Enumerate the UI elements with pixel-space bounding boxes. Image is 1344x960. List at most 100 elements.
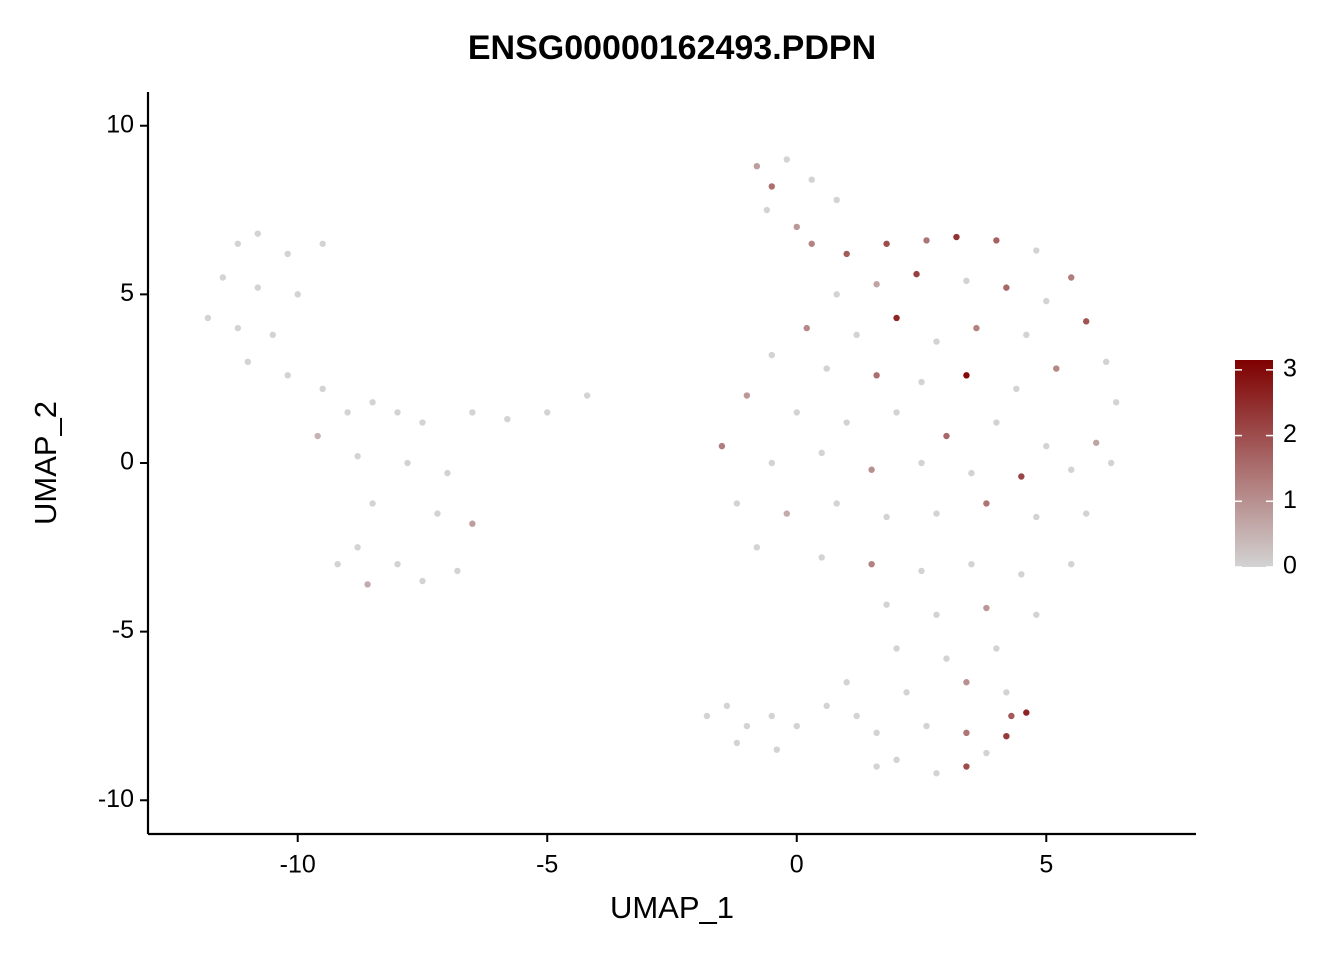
point xyxy=(993,237,1000,244)
point xyxy=(314,432,321,440)
point xyxy=(319,385,326,392)
point xyxy=(394,560,401,568)
point xyxy=(469,409,476,416)
point xyxy=(893,645,900,652)
point xyxy=(733,500,741,507)
point xyxy=(1092,439,1100,446)
point xyxy=(843,679,850,686)
point xyxy=(753,163,761,170)
point xyxy=(1023,709,1030,716)
point xyxy=(753,544,761,551)
colorbar-label: 3 xyxy=(1283,354,1297,382)
point xyxy=(853,712,860,720)
point xyxy=(1018,571,1025,578)
point xyxy=(943,432,950,440)
point xyxy=(763,206,771,214)
point xyxy=(873,763,880,770)
point xyxy=(1013,385,1020,392)
point xyxy=(254,230,261,237)
point xyxy=(1003,689,1010,696)
y-tick-label: 5 xyxy=(120,279,134,307)
point xyxy=(703,712,711,720)
chart-title: ENSG00000162493.PDPN xyxy=(468,29,876,67)
point xyxy=(1068,274,1075,281)
point xyxy=(893,409,900,416)
point xyxy=(284,250,291,258)
point xyxy=(793,223,800,231)
point xyxy=(993,645,1000,652)
x-axis-title: UMAP_1 xyxy=(610,890,734,925)
point xyxy=(823,702,830,710)
colorbar-label: 0 xyxy=(1283,552,1297,580)
point xyxy=(269,331,276,339)
y-tick-label: -5 xyxy=(112,616,134,644)
point xyxy=(963,729,970,737)
point xyxy=(219,274,227,281)
point xyxy=(1033,247,1040,254)
point xyxy=(983,500,990,507)
point xyxy=(1043,297,1050,305)
point xyxy=(743,392,751,399)
point xyxy=(933,338,940,345)
point xyxy=(768,712,776,720)
point xyxy=(823,365,830,372)
point xyxy=(294,291,301,298)
point xyxy=(868,466,875,473)
point xyxy=(893,314,900,322)
point xyxy=(1023,331,1030,339)
point xyxy=(733,739,741,747)
x-tick-label: -10 xyxy=(280,851,316,879)
point xyxy=(1112,399,1120,406)
y-tick-label: -10 xyxy=(98,785,134,813)
point xyxy=(469,520,476,527)
point xyxy=(583,392,591,399)
point xyxy=(1053,365,1060,372)
point xyxy=(768,183,776,190)
point xyxy=(968,560,975,568)
point xyxy=(983,749,990,757)
point xyxy=(833,500,840,507)
point xyxy=(1008,712,1015,720)
point xyxy=(234,324,242,332)
point xyxy=(883,240,890,247)
point xyxy=(968,469,975,477)
point xyxy=(918,378,925,386)
point xyxy=(419,419,426,426)
point xyxy=(933,611,940,618)
point xyxy=(504,415,511,423)
point xyxy=(793,722,800,730)
point xyxy=(1033,513,1040,521)
point xyxy=(843,250,850,258)
point xyxy=(369,500,376,507)
point xyxy=(963,679,970,686)
point xyxy=(254,284,261,291)
point xyxy=(369,399,376,406)
point xyxy=(454,567,461,575)
point xyxy=(833,291,840,298)
point xyxy=(234,240,242,247)
point xyxy=(1068,466,1075,473)
point xyxy=(883,601,890,608)
point xyxy=(723,702,731,710)
point xyxy=(354,453,361,460)
point xyxy=(943,655,950,662)
point xyxy=(773,746,780,753)
point xyxy=(1033,611,1040,618)
point xyxy=(963,763,970,770)
point xyxy=(354,544,361,551)
point xyxy=(204,314,212,322)
point xyxy=(1003,284,1010,291)
point xyxy=(364,581,371,588)
point xyxy=(913,270,920,278)
point xyxy=(1068,560,1075,568)
point xyxy=(404,459,411,467)
point xyxy=(244,358,252,366)
point xyxy=(963,372,970,379)
point xyxy=(873,281,880,288)
point xyxy=(808,176,815,183)
point xyxy=(1003,732,1010,740)
point xyxy=(1083,510,1090,517)
point xyxy=(903,689,910,696)
point xyxy=(1102,358,1110,366)
